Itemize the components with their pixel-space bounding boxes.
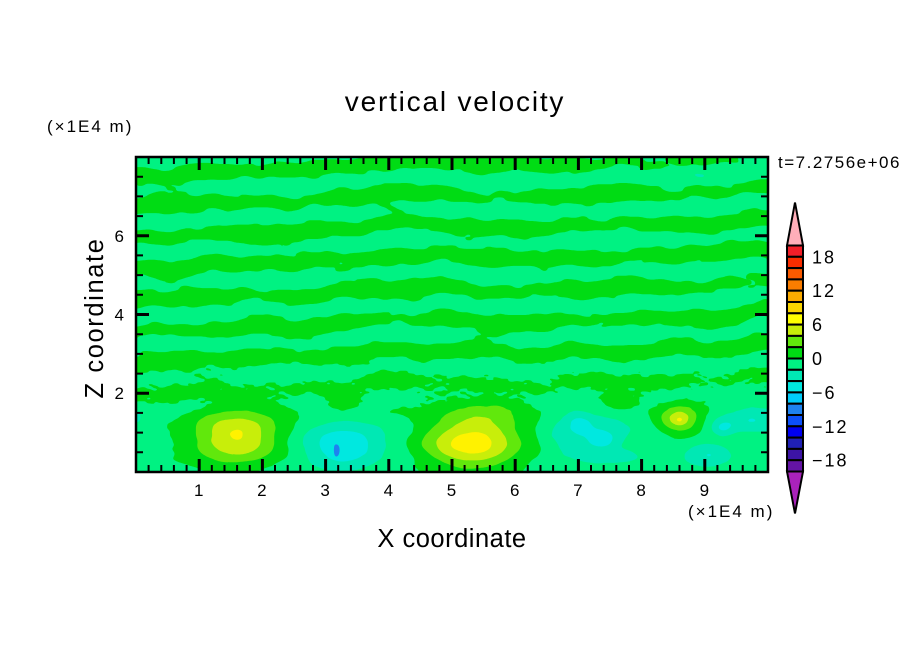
svg-text:2: 2 — [115, 384, 125, 403]
svg-text:(×1E4 m): (×1E4 m) — [47, 117, 133, 136]
svg-text:1: 1 — [194, 481, 204, 500]
svg-text:8: 8 — [636, 481, 646, 500]
svg-text:6: 6 — [812, 315, 824, 335]
svg-text:Z coordinate: Z coordinate — [81, 238, 109, 399]
svg-text:t=7.2756e+06: t=7.2756e+06 — [778, 153, 901, 172]
svg-text:7: 7 — [573, 481, 583, 500]
svg-text:6: 6 — [115, 227, 125, 246]
svg-text:−12: −12 — [812, 417, 849, 437]
svg-text:0: 0 — [812, 349, 824, 369]
svg-text:(×1E4 m): (×1E4 m) — [688, 502, 774, 521]
svg-text:2: 2 — [257, 481, 267, 500]
svg-text:X coordinate: X coordinate — [377, 525, 526, 553]
svg-text:6: 6 — [510, 481, 520, 500]
svg-text:3: 3 — [320, 481, 330, 500]
svg-text:5: 5 — [447, 481, 457, 500]
svg-text:18: 18 — [812, 247, 836, 267]
svg-text:12: 12 — [812, 281, 836, 301]
svg-text:−18: −18 — [812, 451, 849, 471]
svg-text:9: 9 — [700, 481, 710, 500]
svg-text:4: 4 — [384, 481, 394, 500]
svg-text:−6: −6 — [812, 383, 837, 403]
svg-text:4: 4 — [115, 306, 125, 325]
svg-text:vertical velocity: vertical velocity — [345, 86, 565, 117]
